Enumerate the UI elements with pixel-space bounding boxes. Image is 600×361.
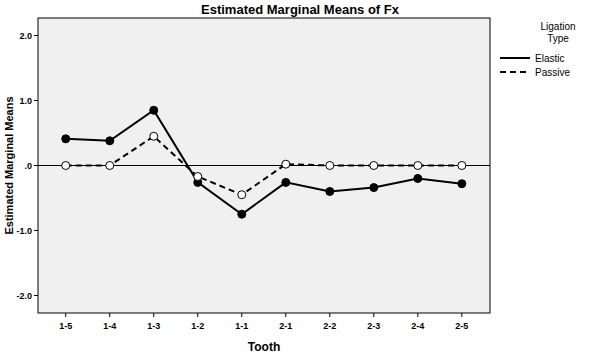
legend-label: Elastic bbox=[535, 53, 564, 64]
x-tick-label: 2-3 bbox=[367, 321, 380, 331]
x-tick-label: 2-2 bbox=[323, 321, 336, 331]
point bbox=[282, 160, 290, 168]
title: Estimated Marginal Means of Fx bbox=[201, 2, 400, 17]
series-line bbox=[66, 136, 462, 194]
point bbox=[150, 132, 158, 140]
point bbox=[106, 137, 114, 145]
point bbox=[458, 180, 466, 188]
point bbox=[370, 162, 378, 170]
point bbox=[326, 162, 334, 170]
y-axis-label: Estimated Marginal Means bbox=[3, 96, 15, 234]
x-tick bbox=[153, 313, 154, 317]
point bbox=[238, 191, 246, 199]
x-tick bbox=[417, 313, 418, 317]
point bbox=[370, 184, 378, 192]
chart: Estimated Marginal Means of Fx -2.0 -1.0 .0… bbox=[0, 0, 600, 361]
x-tick bbox=[461, 313, 462, 317]
x-tick-label: 1-3 bbox=[147, 321, 160, 331]
x-tick-label: 2-5 bbox=[455, 321, 468, 331]
y-tick-label: 2.0 bbox=[19, 31, 32, 41]
y-tick bbox=[34, 35, 38, 36]
x-tick-label: 1-4 bbox=[103, 321, 116, 331]
y-tick-label: .0 bbox=[24, 161, 32, 171]
point bbox=[414, 174, 422, 182]
legend-swatch bbox=[500, 71, 530, 73]
x-tick-label: 1-2 bbox=[191, 321, 204, 331]
x-tick-label: 2-4 bbox=[411, 321, 424, 331]
point bbox=[458, 162, 466, 170]
y-tick-label: 1.0 bbox=[19, 96, 32, 106]
point bbox=[62, 135, 70, 143]
legend-label: Passive bbox=[535, 67, 570, 78]
y-tick bbox=[34, 100, 38, 101]
x-tick-label: 1-1 bbox=[235, 321, 248, 331]
y-tick-label: -1.0 bbox=[16, 226, 32, 236]
data-layer bbox=[62, 106, 466, 218]
x-tick bbox=[241, 313, 242, 317]
point bbox=[150, 106, 158, 114]
series-line bbox=[66, 110, 462, 214]
plot-area bbox=[38, 18, 490, 313]
y-tick-label: -2.0 bbox=[16, 291, 32, 301]
y-tick bbox=[34, 165, 38, 166]
x-tick bbox=[285, 313, 286, 317]
point bbox=[194, 173, 202, 181]
x-tick bbox=[373, 313, 374, 317]
x-tick-label: 1-5 bbox=[59, 321, 72, 331]
point bbox=[238, 210, 246, 218]
y-tick bbox=[34, 295, 38, 296]
point bbox=[106, 162, 114, 170]
point bbox=[414, 162, 422, 170]
legend-title: LigationType bbox=[540, 21, 575, 44]
x-tick bbox=[329, 313, 330, 317]
legend-swatch bbox=[500, 57, 530, 59]
x-tick-label: 2-1 bbox=[279, 321, 292, 331]
point bbox=[62, 162, 70, 170]
y-tick bbox=[34, 230, 38, 231]
point bbox=[282, 178, 290, 186]
x-tick bbox=[65, 313, 66, 317]
x-axis-label: Tooth bbox=[248, 340, 280, 354]
x-tick bbox=[197, 313, 198, 317]
point bbox=[326, 187, 334, 195]
x-tick bbox=[109, 313, 110, 317]
